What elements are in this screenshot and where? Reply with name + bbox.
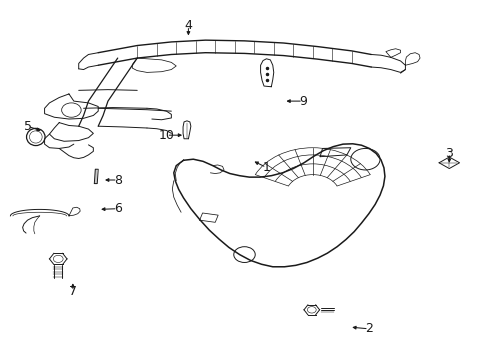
Text: 4: 4 bbox=[184, 19, 192, 32]
Text: 10: 10 bbox=[158, 129, 174, 142]
Text: 8: 8 bbox=[114, 174, 122, 186]
Text: 9: 9 bbox=[299, 95, 306, 108]
Text: 5: 5 bbox=[23, 120, 31, 133]
Text: 7: 7 bbox=[69, 285, 77, 298]
Text: 6: 6 bbox=[114, 202, 122, 215]
Text: 1: 1 bbox=[262, 161, 270, 174]
Text: 3: 3 bbox=[445, 147, 452, 159]
Text: 2: 2 bbox=[364, 322, 372, 335]
